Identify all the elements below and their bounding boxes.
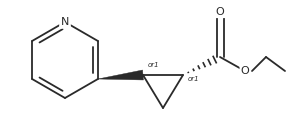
Text: or1: or1: [188, 76, 200, 82]
Text: or1: or1: [148, 62, 160, 68]
Text: O: O: [216, 7, 224, 17]
Text: N: N: [61, 17, 69, 27]
Text: O: O: [241, 66, 249, 76]
Polygon shape: [98, 70, 143, 80]
